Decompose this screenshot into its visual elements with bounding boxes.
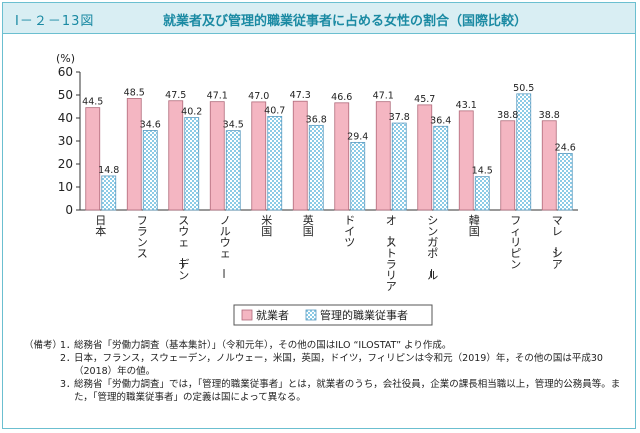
- note-text: 総務省「労働力調査」では，「管理的職業従事者」とは，就業者のうち，会社役員，企業…: [74, 379, 621, 403]
- data-label: 36.4: [430, 115, 451, 126]
- bar-workers: [209, 101, 225, 211]
- note-row: （備考） 1． 総務省「労働力調査（基本集計）」（令和元年），その他の国はILO…: [24, 339, 624, 352]
- x-tick-label: 米国: [261, 214, 272, 238]
- bar-managers: [184, 117, 200, 211]
- bar-managers: [433, 125, 449, 211]
- x-tick-label: フィリピン: [510, 214, 521, 271]
- data-label: 43.1: [456, 100, 477, 111]
- y-tick-label: 10: [58, 180, 73, 194]
- data-label: 44.5: [82, 97, 103, 108]
- x-tick-label: フランス: [137, 214, 148, 260]
- note-row: 2． 日本，フランス，スウェーデン，ノルウェー，米国，英国，ドイツ，フィリピンは…: [24, 352, 624, 378]
- y-tick-label: 50: [58, 88, 73, 102]
- x-tick-label: ドイツ: [344, 214, 355, 249]
- data-label: 36.8: [306, 114, 327, 125]
- note-text: 総務省「労働力調査（基本集計）」（令和元年），その他の国はILO “ILOSTA…: [74, 340, 452, 351]
- bar-managers: [557, 153, 573, 211]
- data-label: 29.4: [347, 131, 368, 142]
- x-tick-label: マレーシア: [549, 214, 563, 271]
- legend-label: 就業者: [256, 308, 289, 322]
- bar-workers: [251, 101, 267, 211]
- data-label: 47.3: [290, 90, 311, 101]
- data-label: 38.8: [539, 110, 560, 121]
- legend-box: [233, 304, 433, 326]
- data-label: 40.7: [264, 105, 285, 116]
- bar-managers: [225, 130, 241, 211]
- y-tick-label: 60: [58, 65, 73, 79]
- bar-workers: [168, 100, 184, 211]
- x-tick-label: スウェーデン: [175, 214, 189, 282]
- bar-workers: [541, 120, 557, 211]
- bar-workers: [458, 110, 474, 211]
- note-number: 3．: [60, 379, 76, 390]
- note-number: 2．: [60, 353, 76, 364]
- bar-managers: [101, 175, 117, 211]
- y-tick-label: 30: [58, 134, 73, 148]
- note-row: 3． 総務省「労働力調査」では，「管理的職業従事者」とは，就業者のうち，会社役員…: [24, 378, 624, 404]
- data-label: 24.6: [555, 142, 576, 153]
- figure-frame: Ⅰ－２－13図 就業者及び管理的職業従事者に占める女性の割合（国際比較）: [2, 2, 636, 429]
- bar-managers: [267, 115, 283, 211]
- note-text: 日本，フランス，スウェーデン，ノルウェー，米国，英国，ドイツ，フィリピンは令和元…: [74, 353, 603, 377]
- note-number: 1．: [60, 340, 76, 351]
- bar-workers: [375, 101, 391, 211]
- bar-workers: [417, 104, 433, 211]
- data-label: 38.8: [497, 110, 518, 121]
- bar-workers: [292, 100, 308, 211]
- x-tick-label: 日本: [95, 214, 106, 238]
- bar-managers: [350, 141, 366, 211]
- x-tick-label: 英国: [303, 213, 314, 238]
- figure-title-bar: Ⅰ－２－13図 就業者及び管理的職業従事者に占める女性の割合（国際比較）: [3, 3, 635, 34]
- legend-swatch-managers: [305, 309, 317, 321]
- x-tick-label: 韓国: [469, 214, 480, 238]
- y-tick-label: 40: [58, 111, 73, 125]
- y-tick-label: 20: [58, 157, 73, 171]
- data-label: 37.8: [389, 112, 410, 123]
- data-label: 47.0: [248, 91, 269, 102]
- legend-label: 管理的職業従事者: [320, 308, 408, 322]
- bar-managers: [142, 130, 158, 211]
- x-tick-label: シンガポール: [424, 214, 438, 282]
- bar-managers: [308, 124, 324, 211]
- data-label: 40.2: [181, 107, 202, 118]
- bar-workers: [126, 98, 142, 211]
- data-label: 34.6: [140, 119, 161, 130]
- bar-managers: [391, 122, 407, 211]
- data-label: 47.1: [207, 91, 228, 102]
- bar-managers: [516, 93, 532, 211]
- data-label: 45.7: [414, 94, 435, 105]
- x-tick-label: オーストラリア: [383, 214, 397, 293]
- notes-section: （備考） 1． 総務省「労働力調査（基本集計）」（令和元年），その他の国はILO…: [24, 339, 624, 404]
- data-label: 50.5: [513, 83, 534, 94]
- figure-title: 就業者及び管理的職業従事者に占める女性の割合（国際比較）: [163, 14, 528, 29]
- data-label: 34.5: [223, 120, 244, 131]
- bar-managers: [474, 176, 490, 211]
- y-tick-label: 0: [65, 203, 73, 217]
- data-label: 14.5: [472, 166, 493, 177]
- data-label: 48.5: [124, 87, 145, 98]
- x-tick-label: ノルウェー: [217, 214, 231, 279]
- data-label: 47.5: [165, 90, 186, 101]
- figure-number: Ⅰ－２－13図: [15, 14, 95, 29]
- legend-swatch-workers: [241, 309, 253, 321]
- data-label: 14.8: [98, 165, 119, 176]
- y-axis-title: (%): [56, 52, 75, 65]
- notes-head: （備考）: [24, 340, 63, 351]
- data-label: 46.6: [331, 92, 352, 103]
- bar-workers: [85, 107, 101, 211]
- data-label: 47.1: [373, 91, 394, 102]
- bar-workers: [500, 120, 516, 211]
- bar-workers: [334, 102, 350, 211]
